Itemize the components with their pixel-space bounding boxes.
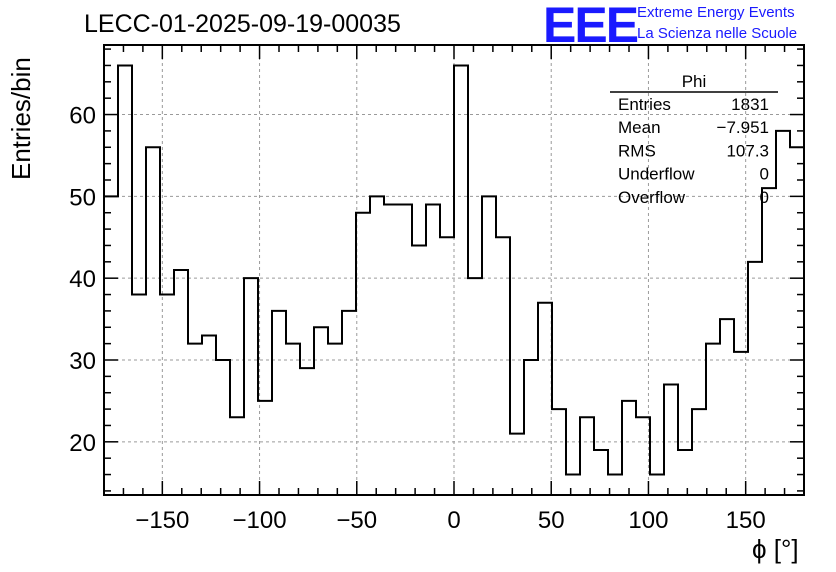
y-tick-label: 50 [69, 184, 96, 211]
x-tick-label: 50 [538, 507, 565, 534]
stats-label: RMS [618, 141, 656, 160]
histogram-step-line [104, 64, 804, 476]
logo-line-1: Extreme Energy Events [637, 4, 795, 21]
stats-value: 1831 [731, 95, 769, 114]
x-tick-label: 0 [447, 507, 460, 534]
y-tick-label: 60 [69, 103, 96, 130]
chart-title: LECC-01-2025-09-19-00035 [84, 10, 401, 38]
axis-ticks [103, 45, 805, 495]
x-tick-label: −50 [336, 507, 377, 534]
stats-label: Mean [618, 118, 661, 137]
stats-value: −7.951 [717, 118, 769, 137]
stats-value: 107.3 [726, 141, 769, 160]
stats-box: Phi Entries 1831 Mean −7.951 RMS 107.3 Underflo… [610, 72, 778, 207]
y-tick-label: 20 [69, 430, 96, 457]
stats-value: 0 [760, 165, 769, 184]
x-tick-label: −150 [135, 507, 189, 534]
stats-label: Entries [618, 95, 671, 114]
stats-label: Underflow [618, 165, 695, 184]
x-tick-label: 100 [628, 507, 668, 534]
stats-box-name: Phi [682, 72, 707, 91]
y-tick-label: 40 [69, 266, 96, 293]
tick-labels: −150 −100 −50 0 50 100 150 20 30 40 50 60 [69, 103, 765, 534]
stats-value: 0 [760, 188, 769, 207]
x-axis-label: ϕ [°] [752, 534, 799, 564]
stats-label: Overflow [618, 188, 686, 207]
logo-line-2: La Scienza nelle Scuole [637, 25, 798, 42]
y-tick-label: 30 [69, 348, 96, 375]
x-tick-label: −100 [233, 507, 287, 534]
x-tick-label: 150 [726, 507, 766, 534]
